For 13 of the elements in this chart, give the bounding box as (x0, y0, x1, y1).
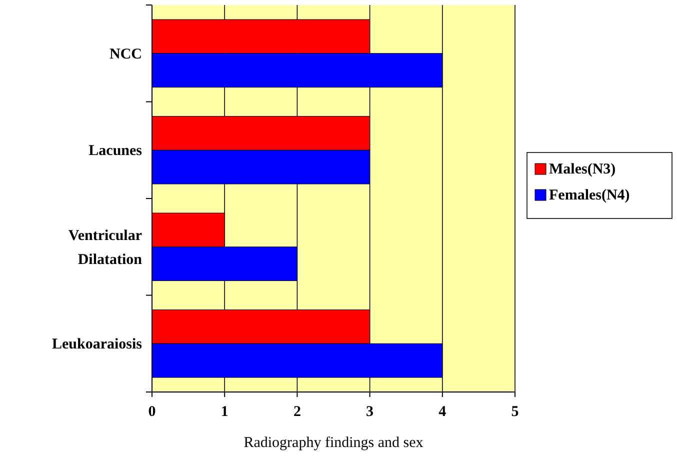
y-tick-label: Leukoaraiosis (52, 336, 142, 353)
y-tick-label: NCC (110, 46, 142, 62)
x-tick-label: 3 (366, 404, 374, 420)
x-tick-label: 2 (293, 404, 301, 420)
legend-label: Females(N4) (549, 188, 630, 204)
x-tick-label: 5 (511, 404, 519, 420)
x-tick-label: 1 (220, 404, 228, 420)
x-tick-label: 4 (438, 404, 447, 420)
y-tick-label: Ventricular Dilatation (68, 228, 143, 268)
legend-label: Males(N3) (549, 162, 616, 178)
x-tick-label: 0 (148, 404, 156, 420)
x-axis-title: Radiography findings and sex (244, 435, 424, 451)
y-tick-label: Lacunes (88, 143, 142, 160)
